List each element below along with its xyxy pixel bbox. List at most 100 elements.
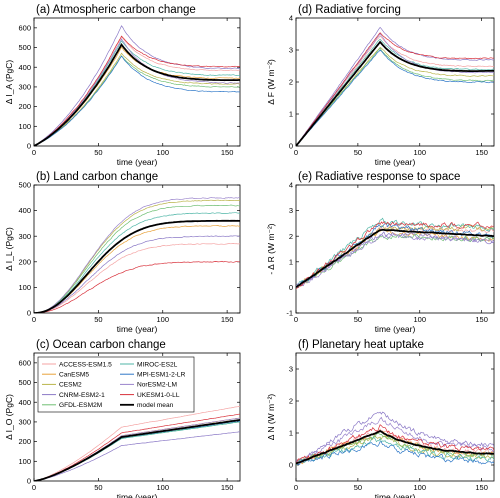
y-tick-label: 500 <box>18 378 31 387</box>
series-group <box>296 411 494 466</box>
y-tick-label: 300 <box>18 232 31 241</box>
series-line-noresm2-lm <box>296 32 494 146</box>
series-line-ukesm1-0-ll <box>296 32 494 146</box>
series-line-model-mean <box>34 42 240 146</box>
y-axis-label: Δ I_O (PgC) <box>4 394 14 440</box>
y-tick-label: 1 <box>289 110 293 119</box>
series-line-gfdl-esm2m <box>296 47 494 146</box>
y-tick-label: 300 <box>18 83 31 92</box>
series-group <box>34 405 240 481</box>
x-tick-label: 50 <box>354 148 362 157</box>
y-tick-label: 0 <box>27 142 31 151</box>
series-line-ukesm1-0-ll <box>296 221 494 290</box>
series-line-mpi-esm1-2-lr <box>296 49 494 146</box>
series-line-gfdl-esm2m <box>296 233 494 287</box>
y-tick-label: 0 <box>289 461 293 470</box>
series-line-miroc-es2l <box>296 217 494 289</box>
x-tick-label: 50 <box>94 315 102 324</box>
series-line-model-mean <box>296 429 494 465</box>
series-line-noresm2-lm <box>296 233 494 287</box>
x-tick-label: 100 <box>413 483 426 492</box>
x-tick-label: 50 <box>354 483 362 492</box>
y-tick-label: 100 <box>18 283 31 292</box>
panel-title: (c) Ocean carbon change <box>36 339 166 351</box>
series-line-model-mean <box>296 40 494 146</box>
x-tick-label: 100 <box>156 315 169 324</box>
x-tick-label: 150 <box>221 483 234 492</box>
x-axis-label: time (year) <box>375 157 416 167</box>
y-tick-label: 600 <box>18 358 31 367</box>
legend-label: MPI-ESM1-2-LR <box>137 372 186 379</box>
y-tick-label: 3 <box>289 206 293 215</box>
y-tick-label: 100 <box>18 122 31 131</box>
legend-label: NorESM2-LM <box>137 382 177 389</box>
panel-b: 0 100 200 300 400 500 0 50 100 150 (b) Land carbon… <box>4 171 241 334</box>
legend-label: CESM2 <box>59 382 82 389</box>
legend-label: CNRM-ESM2-1 <box>59 392 105 399</box>
series-line-ukesm1-0-ll <box>296 424 494 464</box>
y-tick-label: 600 <box>18 23 31 32</box>
y-axis-label: Δ N (W m⁻²) <box>266 394 276 441</box>
series-line-cnrm-esm2-1 <box>34 25 240 146</box>
series-group <box>34 197 240 313</box>
x-axis-label: time (year) <box>117 492 158 498</box>
series-line-access-esm1-5 <box>34 243 240 313</box>
x-tick-label: 100 <box>413 148 426 157</box>
x-tick-label: 100 <box>156 483 169 492</box>
panel-a: 0 100 200 300 400 500 600 0 50 100 150 (a) Atmosphe… <box>4 4 241 167</box>
y-tick-label: 200 <box>18 437 31 446</box>
series-line-model-mean <box>296 228 494 288</box>
y-tick-label: 200 <box>18 102 31 111</box>
series-line-mpi-esm1-2-lr <box>296 441 494 465</box>
series-line-noresm2-lm <box>34 197 240 313</box>
x-tick-label: 150 <box>221 148 234 157</box>
legend: ACCESS-ESM1.5 CanESM5 CESM2 CNRM-ESM2-1 GFDL… <box>37 356 195 413</box>
y-tick-label: 3 <box>289 46 293 55</box>
panel-title: (b) Land carbon change <box>36 171 158 183</box>
x-tick-label: 100 <box>156 148 169 157</box>
y-tick-label: 400 <box>18 63 31 72</box>
series-line-cnrm-esm2-1 <box>296 411 494 466</box>
series-line-cesm2 <box>34 199 240 313</box>
legend-label: MIROC-ES2L <box>137 361 178 368</box>
y-axis-label: Δ I_L (PgC) <box>4 227 14 271</box>
y-tick-label: 0 <box>27 309 31 318</box>
y-tick-label: 0 <box>27 477 31 486</box>
y-tick-label: 4 <box>289 14 293 23</box>
y-tick-label: 1 <box>289 257 293 266</box>
y-tick-label: 2 <box>289 78 293 87</box>
plot-frame <box>295 352 495 482</box>
series-line-miroc-es2l <box>34 212 240 313</box>
x-tick-label: 0 <box>32 148 36 157</box>
plot-frame <box>295 17 495 147</box>
legend-label: UKESM1-0-LL <box>137 392 180 399</box>
series-line-access-esm1-5 <box>34 405 240 481</box>
x-tick-label: 0 <box>294 148 298 157</box>
panel-title: (a) Atmospheric carbon change <box>36 4 196 16</box>
legend-label: ACCESS-ESM1.5 <box>59 361 112 368</box>
x-tick-label: 50 <box>94 148 102 157</box>
x-axis-label: time (year) <box>117 324 158 334</box>
y-axis-label: Δ I_A (PgC) <box>4 60 14 105</box>
y-axis-label: - Δ R (W m⁻²) <box>266 223 276 274</box>
x-tick-label: 150 <box>221 315 234 324</box>
series-group <box>296 26 494 146</box>
x-tick-label: 0 <box>294 315 298 324</box>
y-tick-label: 3 <box>289 365 293 374</box>
y-tick-label: 4 <box>289 181 293 190</box>
series-line-noresm2-lm <box>296 416 494 464</box>
y-tick-label: 500 <box>18 43 31 52</box>
x-tick-label: 50 <box>354 315 362 324</box>
y-axis-label: Δ F (W m⁻²) <box>266 59 276 105</box>
y-tick-label: -1 <box>286 309 293 318</box>
panel-f: 0 1 2 3 0 50 100 150 (f) Planetary heat uptake ti… <box>266 339 495 498</box>
y-tick-label: 200 <box>18 257 31 266</box>
x-tick-label: 0 <box>32 315 36 324</box>
y-tick-label: 100 <box>18 457 31 466</box>
series-line-cesm2 <box>34 52 240 146</box>
series-line-cnrm-esm2-1 <box>34 431 240 481</box>
y-tick-label: 0 <box>289 283 293 292</box>
y-tick-label: 300 <box>18 418 31 427</box>
plot-frame <box>295 184 495 314</box>
